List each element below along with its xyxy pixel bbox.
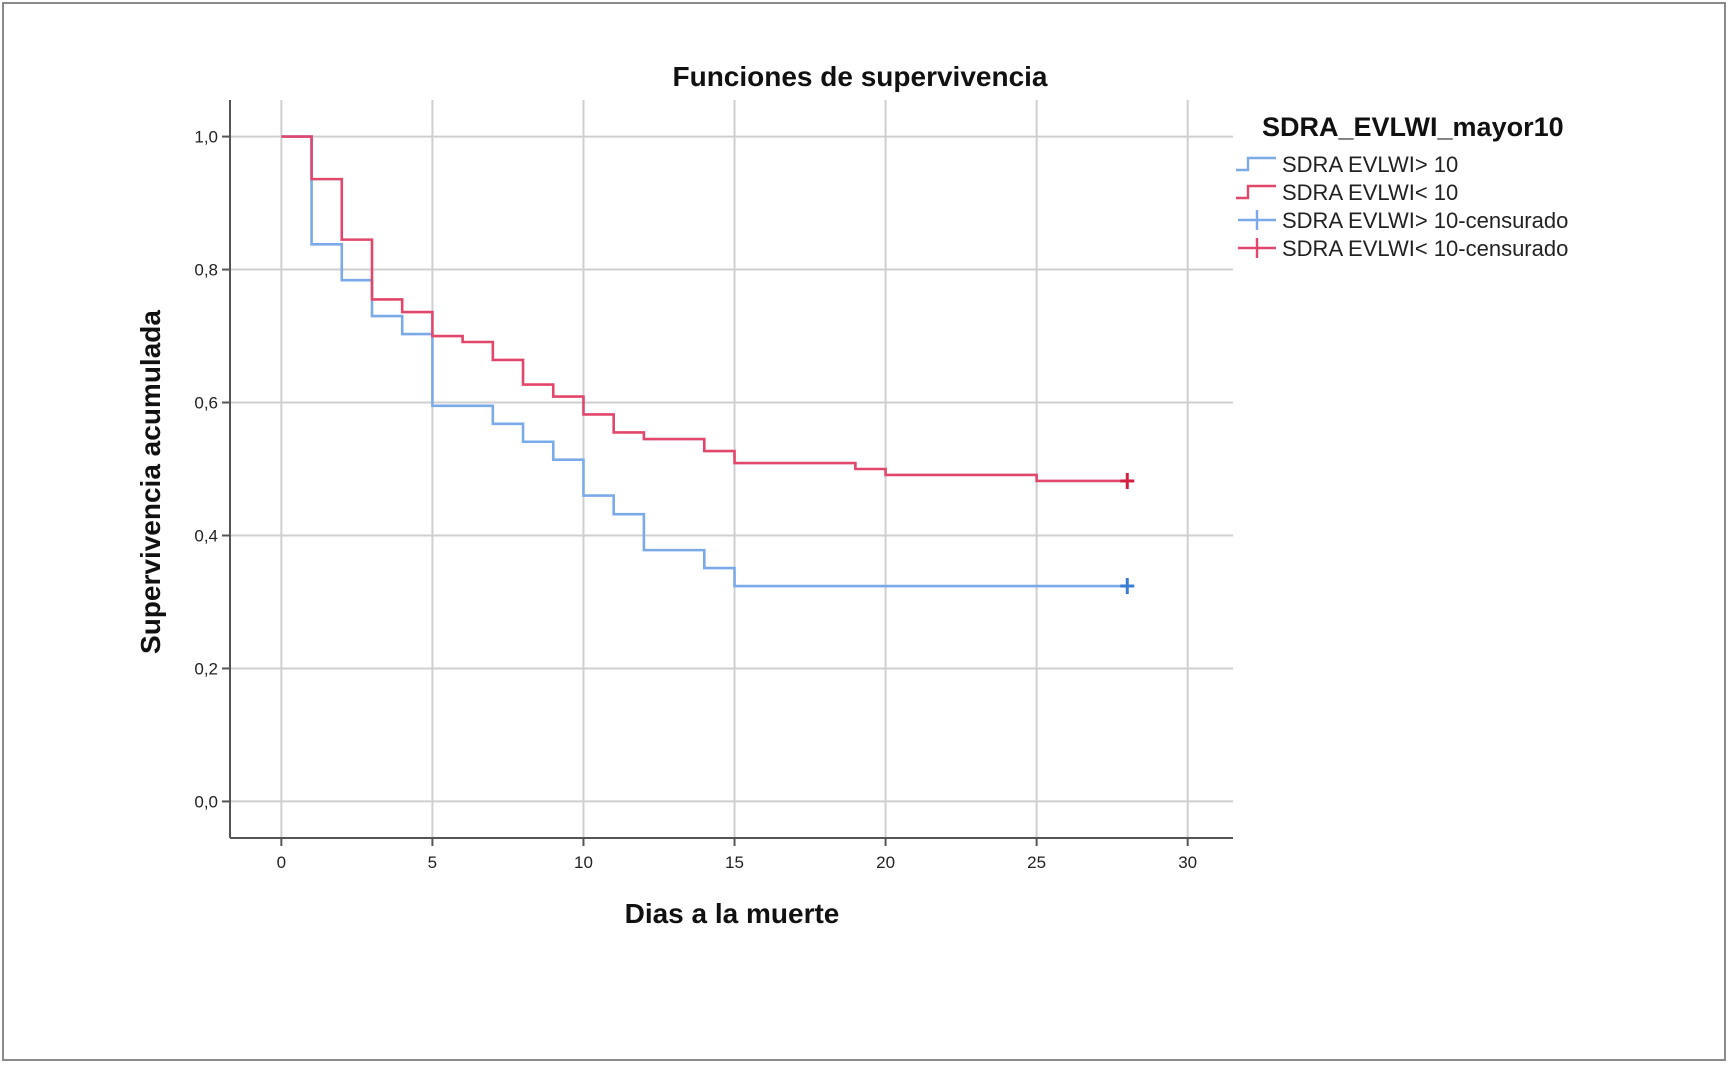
- legend-entry: SDRA EVLWI< 10-censurado: [1238, 236, 1568, 261]
- x-axis-title: Dias a la muerte: [625, 898, 840, 929]
- x-tick-label: 25: [1027, 853, 1046, 872]
- tick-labels: 0 5 10 15 20 25 30 0,0 0,2 0,4 0,6 0,8 1,0: [194, 128, 1197, 872]
- survival-step-line-1: [281, 135, 1128, 588]
- censor-mark: [1120, 578, 1135, 595]
- grid: [230, 100, 1233, 838]
- y-tick-label: 0,0: [194, 792, 218, 811]
- x-tick-label: 5: [428, 853, 437, 872]
- y-tick-label: 0,8: [194, 261, 218, 280]
- x-tick-label: 10: [574, 853, 593, 872]
- y-tick-label: 0,6: [194, 394, 218, 413]
- axes: [222, 100, 1233, 846]
- legend-entry: SDRA EVLWI< 10: [1236, 180, 1458, 205]
- y-tick-label: 0,4: [194, 526, 218, 545]
- y-tick-label: 0,2: [194, 659, 218, 678]
- legend: SDRA_EVLWI_mayor10 SDRA EVLWI> 10 SDRA EVL…: [1236, 112, 1568, 261]
- x-tick-label: 20: [876, 853, 895, 872]
- legend-entry: SDRA EVLWI> 10: [1236, 152, 1458, 177]
- legend-swatch: [1236, 156, 1276, 172]
- legend-label: SDRA EVLWI< 10: [1282, 180, 1458, 205]
- series-lines: [281, 135, 1135, 595]
- x-tick-label: 30: [1178, 853, 1197, 872]
- x-tick-label: 0: [277, 853, 286, 872]
- legend-label: SDRA EVLWI> 10-censurado: [1282, 208, 1568, 233]
- legend-title: SDRA_EVLWI_mayor10: [1262, 112, 1564, 142]
- legend-label: SDRA EVLWI< 10-censurado: [1282, 236, 1568, 261]
- chart-title: Funciones de supervivencia: [672, 61, 1047, 92]
- y-axis-title: Supervivencia acumulada: [135, 310, 166, 654]
- legend-swatch: [1236, 184, 1276, 200]
- censor-mark: [1120, 472, 1135, 489]
- y-tick-label: 1,0: [194, 128, 218, 147]
- survival-step-line-2: [281, 135, 1128, 483]
- x-tick-label: 15: [725, 853, 744, 872]
- legend-entry: SDRA EVLWI> 10-censurado: [1238, 208, 1568, 233]
- legend-label: SDRA EVLWI> 10: [1282, 152, 1458, 177]
